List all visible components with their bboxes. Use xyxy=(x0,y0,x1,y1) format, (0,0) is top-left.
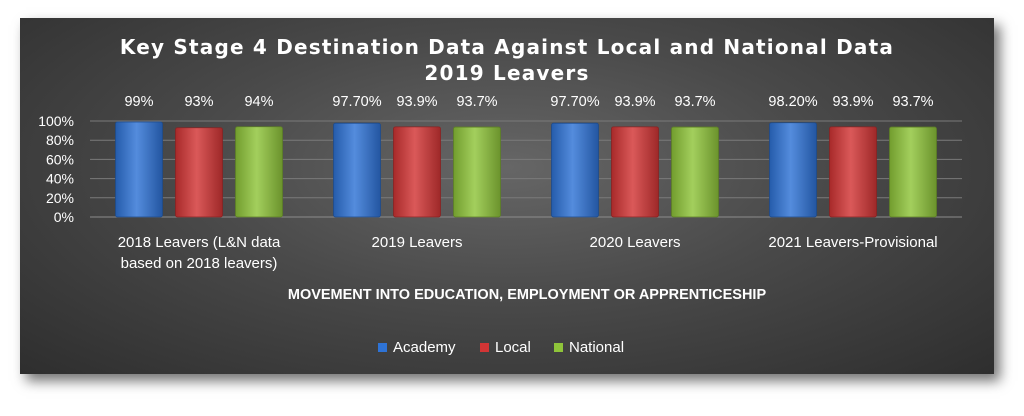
bar-academy xyxy=(115,121,163,218)
data-label: 97.70% xyxy=(550,94,599,110)
chart-title: Key Stage 4 Destination Data Against Loc… xyxy=(120,35,894,85)
y-tick-label: 60% xyxy=(46,151,74,167)
bars xyxy=(115,121,937,218)
legend-label-local: Local xyxy=(495,339,531,356)
data-label: 98.20% xyxy=(768,94,817,110)
data-label: 93.7% xyxy=(674,94,715,110)
category-label: 2021 Leavers-Provisional xyxy=(768,234,937,251)
y-tick-label: 0% xyxy=(54,209,74,225)
bar-academy xyxy=(551,122,599,218)
data-labels: 99% 93% 94% 97.70% 93.9% 93.7% 97.70% 93.9% 93.7… xyxy=(124,94,933,110)
chart-title-line: 2019 Leavers xyxy=(424,61,589,85)
bar-national xyxy=(453,126,501,218)
category-label: 2018 Leavers (L&N data xyxy=(118,234,281,251)
data-label: 93.9% xyxy=(396,94,437,110)
bar-local xyxy=(393,126,441,218)
legend-label-national: National xyxy=(569,339,624,356)
bar-local xyxy=(175,127,223,218)
bar-national xyxy=(235,126,283,218)
data-label: 93.9% xyxy=(832,94,873,110)
data-label: 93.7% xyxy=(892,94,933,110)
bar-chart: Key Stage 4 Destination Data Against Loc… xyxy=(38,35,962,356)
category-label: 2020 Leavers xyxy=(590,234,681,251)
data-label: 93% xyxy=(184,94,213,110)
x-axis-label: MOVEMENT INTO EDUCATION, EMPLOYMENT OR A… xyxy=(288,287,767,303)
y-tick-label: 40% xyxy=(46,171,74,187)
category-label: based on 2018 leavers) xyxy=(121,255,278,272)
legend-swatch-national xyxy=(554,343,563,352)
legend: Academy Local National xyxy=(378,339,624,356)
bar-national xyxy=(889,126,937,218)
data-label: 94% xyxy=(244,94,273,110)
legend-swatch-local xyxy=(480,343,489,352)
chart-title-line: Key Stage 4 Destination Data Against Loc… xyxy=(120,35,894,59)
bar-local xyxy=(829,126,877,218)
bar-academy xyxy=(769,122,817,218)
data-label: 99% xyxy=(124,94,153,110)
category-label: 2019 Leavers xyxy=(372,234,463,251)
bar-local xyxy=(611,126,659,218)
y-axis-ticks: 0% 20% 40% 60% 80% 100% xyxy=(38,113,74,225)
y-tick-label: 100% xyxy=(38,113,74,129)
y-tick-label: 80% xyxy=(46,132,74,148)
data-label: 93.9% xyxy=(614,94,655,110)
data-label: 93.7% xyxy=(456,94,497,110)
bar-national xyxy=(671,126,719,218)
x-axis-categories: 2018 Leavers (L&N data based on 2018 leav… xyxy=(118,234,938,272)
data-label: 97.70% xyxy=(332,94,381,110)
legend-swatch-academy xyxy=(378,343,387,352)
legend-label-academy: Academy xyxy=(393,339,456,356)
chart-panel: Key Stage 4 Destination Data Against Loc… xyxy=(20,18,994,374)
bar-academy xyxy=(333,122,381,218)
y-tick-label: 20% xyxy=(46,190,74,206)
